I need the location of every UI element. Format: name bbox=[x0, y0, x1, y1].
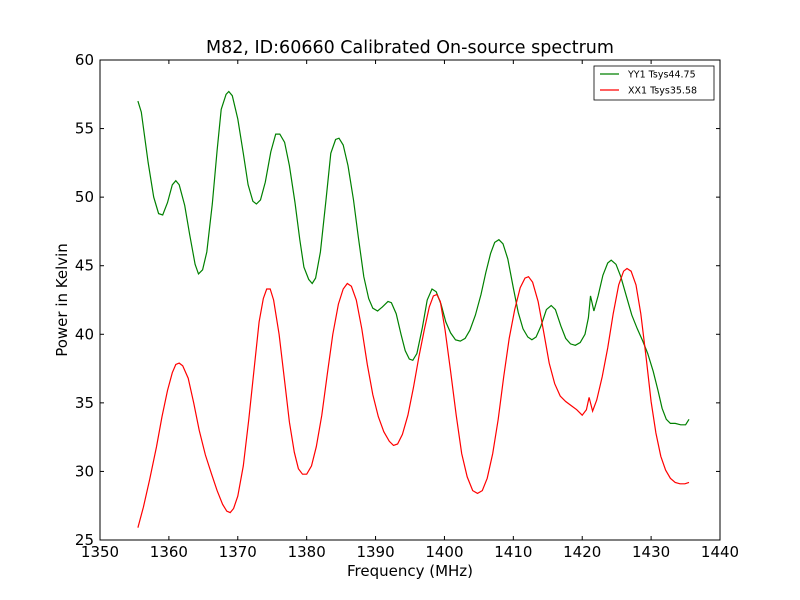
x-tick-label: 1440 bbox=[701, 543, 739, 561]
plot-lines bbox=[137, 90, 690, 528]
chart-title: M82, ID:60660 Calibrated On-source spect… bbox=[206, 38, 614, 58]
y-tick-label: 60 bbox=[75, 51, 94, 69]
x-axis-label: Frequency (MHz) bbox=[347, 562, 473, 580]
x-tick-label: 1410 bbox=[494, 543, 532, 561]
y-tick-label: 45 bbox=[75, 257, 94, 275]
x-tick-label: 1420 bbox=[563, 543, 601, 561]
series-line-xx1 bbox=[137, 267, 690, 528]
axis-ticks: 1350 1360 1370 1380 1390 1400 1410 1420 1430 1440… bbox=[75, 51, 739, 561]
y-tick-label: 35 bbox=[75, 394, 94, 412]
legend-label-xx1: XX1 Tsys35.58 bbox=[628, 86, 697, 97]
legend-box bbox=[593, 65, 715, 101]
y-tick-label: 25 bbox=[75, 531, 94, 549]
x-tick-label: 1370 bbox=[219, 543, 257, 561]
legend: YY1 Tsys44.75 XX1 Tsys35.58 bbox=[593, 65, 715, 101]
x-tick-label: 1350 bbox=[81, 543, 119, 561]
y-tick-label: 40 bbox=[75, 325, 94, 343]
y-axis-label: Power in Kelvin bbox=[53, 243, 71, 357]
y-tick-label: 30 bbox=[75, 462, 94, 480]
plot-frame bbox=[99, 59, 721, 541]
x-tick-label: 1380 bbox=[288, 543, 326, 561]
y-tick-label: 55 bbox=[75, 120, 94, 138]
x-tick-label: 1390 bbox=[356, 543, 394, 561]
x-tick-label: 1360 bbox=[150, 543, 188, 561]
y-tick-label: 50 bbox=[75, 188, 94, 206]
series-line-yy1 bbox=[137, 90, 690, 426]
x-tick-label: 1400 bbox=[425, 543, 463, 561]
x-tick-label: 1430 bbox=[632, 543, 670, 561]
legend-label-yy1: YY1 Tsys44.75 bbox=[627, 70, 696, 81]
